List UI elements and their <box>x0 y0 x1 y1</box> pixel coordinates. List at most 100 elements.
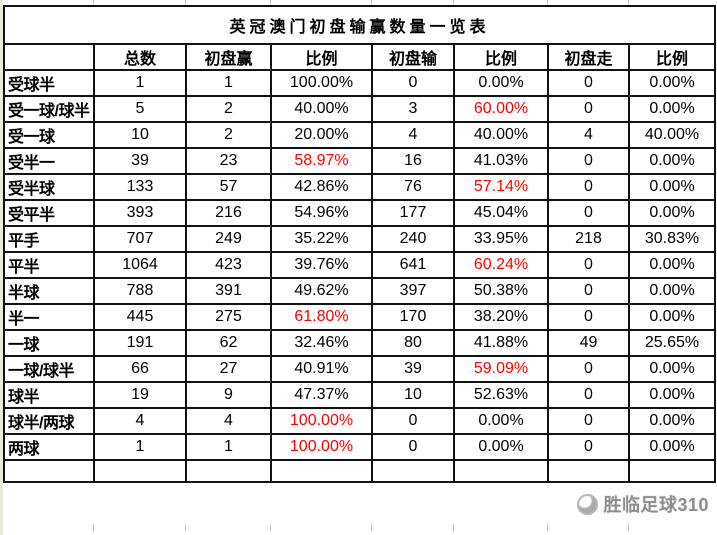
table-cell: 397 <box>371 277 455 305</box>
page-title: 英冠澳门初盘输赢数量一览表 <box>2 5 717 45</box>
table-cell: 0 <box>547 277 630 305</box>
gridline-tick <box>371 524 372 531</box>
table-row: 受一球 10 2 20.00% 4 40.00% 4 40.00% <box>3 121 717 149</box>
table-cell: 216 <box>185 199 272 227</box>
table-row: 受半球 133 57 42.86% 76 57.14% 0 0.00% <box>3 173 717 201</box>
table-cell: 35.22% <box>270 225 373 253</box>
table-cell: 47.37% <box>270 381 373 409</box>
table-cell: 1 <box>93 69 187 97</box>
table-cell: 218 <box>547 225 630 253</box>
watermark-label: 胜临足球310 <box>603 495 709 515</box>
table-cell: 4 <box>93 407 187 435</box>
table-row: 一球/球半 66 27 40.91% 39 59.09% 0 0.00% <box>3 355 717 383</box>
column-header-6: 比例 <box>627 43 717 71</box>
table-cell: 0 <box>547 251 630 279</box>
empty-cell <box>547 459 630 483</box>
table-cell: 0.00% <box>627 95 717 123</box>
table-row: 半一 445 275 61.80% 170 38.20% 0 0.00% <box>3 303 717 331</box>
table-cell: 23 <box>185 147 272 175</box>
empty-cell <box>3 459 95 483</box>
row-label: 受半一 <box>3 147 95 175</box>
table-row: 平半 1064 423 39.76% 641 60.24% 0 0.00% <box>3 251 717 279</box>
table-cell: 0.00% <box>453 407 549 435</box>
table-cell: 0.00% <box>627 303 717 331</box>
table-cell: 4 <box>371 121 455 149</box>
column-header-5: 初盘走 <box>547 43 630 71</box>
table-cell: 1 <box>185 69 272 97</box>
table-cell: 0.00% <box>627 251 717 279</box>
table-cell: 249 <box>185 225 272 253</box>
table-cell: 20.00% <box>270 121 373 149</box>
table-cell: 40.91% <box>270 355 373 383</box>
row-label: 受球半 <box>3 69 95 97</box>
table-cell: 1 <box>185 433 272 461</box>
table-cell: 0 <box>547 381 630 409</box>
table-cell: 0.00% <box>627 381 717 409</box>
table-cell: 641 <box>371 251 455 279</box>
table-row: 平手 707 249 35.22% 240 33.95% 218 30.83% <box>3 225 717 253</box>
table-row: 受一球/球半 5 2 40.00% 3 60.00% 0 0.00% <box>3 95 717 123</box>
gridline-tick <box>270 524 271 531</box>
table-cell: 177 <box>371 199 455 227</box>
table-row: 受球半 1 1 100.00% 0 0.00% 0 0.00% <box>3 69 717 97</box>
table-cell: 49 <box>547 329 630 357</box>
table-cell: 170 <box>371 303 455 331</box>
table-cell: 52.63% <box>453 381 549 409</box>
table-cell: 41.88% <box>453 329 549 357</box>
odds-table: 英冠澳门初盘输赢数量一览表 总数 初盘赢 比例 初盘输 比例 初盘走 比例 受球半 1 1 100… <box>2 5 717 483</box>
table-cell: 0.00% <box>627 277 717 305</box>
table-cell: 60.24% <box>453 251 549 279</box>
empty-row <box>3 459 717 483</box>
row-label: 受一球/球半 <box>3 95 95 123</box>
sheet-margin-strip <box>0 0 3 535</box>
empty-cell <box>453 459 549 483</box>
gridline-tick <box>185 524 186 531</box>
table-cell: 76 <box>371 173 455 201</box>
table-cell: 59.09% <box>453 355 549 383</box>
column-header-2: 比例 <box>270 43 373 71</box>
gridline-tick <box>93 0 94 5</box>
table-cell: 39.76% <box>270 251 373 279</box>
table-cell: 33.95% <box>453 225 549 253</box>
column-header-4: 比例 <box>453 43 549 71</box>
gridline-tick <box>93 524 94 531</box>
table-cell: 0.00% <box>627 199 717 227</box>
table-cell: 40.00% <box>270 95 373 123</box>
table-cell: 25.65% <box>627 329 717 357</box>
table-cell: 2 <box>185 95 272 123</box>
table-row: 球半 19 9 47.37% 10 52.63% 0 0.00% <box>3 381 717 409</box>
table-cell: 240 <box>371 225 455 253</box>
table-cell: 393 <box>93 199 187 227</box>
table-cell: 133 <box>93 173 187 201</box>
gridline-tick <box>547 524 548 531</box>
table-cell: 0.00% <box>627 147 717 175</box>
table-row: 受半一 39 23 58.97% 16 41.03% 0 0.00% <box>3 147 717 175</box>
empty-cell <box>185 459 272 483</box>
table-cell: 54.96% <box>270 199 373 227</box>
row-label: 一球 <box>3 329 95 357</box>
column-header-0: 总数 <box>93 43 187 71</box>
gridline-tick <box>628 0 629 5</box>
table-cell: 0.00% <box>627 173 717 201</box>
table-cell: 191 <box>93 329 187 357</box>
table-cell: 0.00% <box>453 433 549 461</box>
gridline-tick <box>628 524 629 531</box>
gridline-tick <box>547 0 548 5</box>
table-cell: 19 <box>93 381 187 409</box>
table-cell: 391 <box>185 277 272 305</box>
table-cell: 0.00% <box>627 69 717 97</box>
row-label: 半球 <box>3 277 95 305</box>
table-row: 两球 1 1 100.00% 0 0.00% 0 0.00% <box>3 433 717 461</box>
row-label: 两球 <box>3 433 95 461</box>
table-row: 球半/两球 4 4 100.00% 0 0.00% 0 0.00% <box>3 407 717 435</box>
table-cell: 60.00% <box>453 95 549 123</box>
table-cell: 49.62% <box>270 277 373 305</box>
row-label: 受半球 <box>3 173 95 201</box>
table-cell: 4 <box>547 121 630 149</box>
empty-cell <box>270 459 373 483</box>
table-cell: 58.97% <box>270 147 373 175</box>
table-cell: 41.03% <box>453 147 549 175</box>
watermark: 胜临足球310 <box>577 491 709 517</box>
table-cell: 445 <box>93 303 187 331</box>
